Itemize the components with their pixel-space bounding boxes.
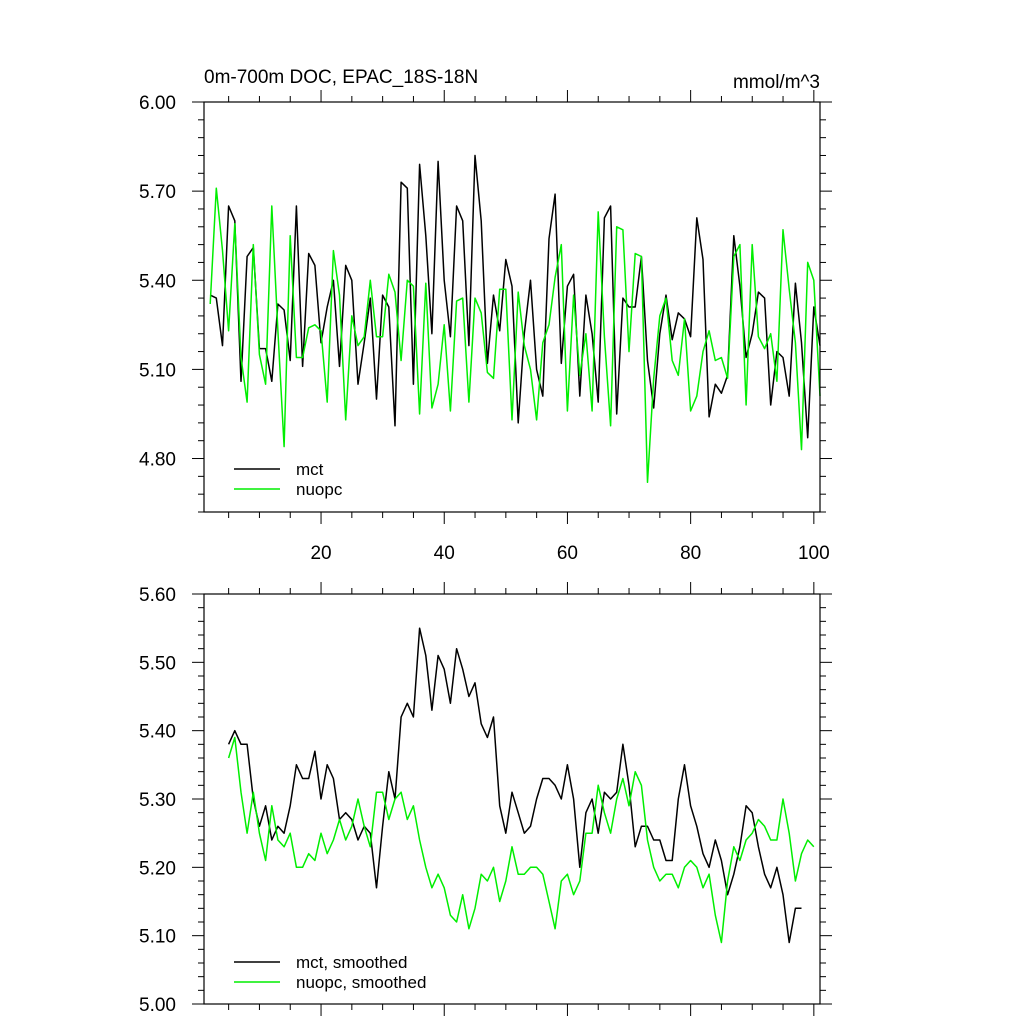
bottom-axis-ticks <box>192 582 832 1016</box>
top-series-line-nuopc <box>209 187 821 484</box>
top-chart-units: mmol/m^3 <box>733 72 820 93</box>
top-x-tick-labels: 20 40 60 80 100 <box>310 543 829 564</box>
bottom-series-line-nuopc-smoothed <box>227 736 815 944</box>
top-x-tick-label: 100 <box>798 543 830 564</box>
bottom-y-tick-label: 5.20 <box>139 858 176 879</box>
bottom-y-tick-label: 5.00 <box>139 995 176 1016</box>
legend-label-nuopc: nuopc <box>296 480 343 499</box>
bottom-y-tick-label: 5.50 <box>139 653 176 674</box>
bottom-y-tick-label: 5.10 <box>139 927 176 948</box>
legend-label-mct: mct <box>296 460 324 479</box>
top-chart-title: 0m-700m DOC, EPAC_18S-18N <box>204 67 478 88</box>
top-y-tick-label: 6.00 <box>139 93 176 114</box>
bottom-y-tick-label: 5.40 <box>139 722 176 743</box>
bottom-plot-frame <box>203 593 821 1005</box>
top-y-tick-labels: 4.80 5.10 5.40 5.70 6.00 <box>139 93 176 471</box>
bottom-panel: 5.00 5.10 5.20 5.30 5.40 5.50 5.60 mct, smooth… <box>139 582 832 1016</box>
legend-label-mct-smoothed: mct, smoothed <box>296 953 408 972</box>
top-y-tick-label: 4.80 <box>139 450 176 471</box>
legend-label-nuopc-smoothed: nuopc, smoothed <box>296 973 426 992</box>
bottom-y-tick-label: 5.30 <box>139 790 176 811</box>
top-panel: 0m-700m DOC, EPAC_18S-18N mmol/m^3 4.80 5… <box>139 67 832 564</box>
top-y-tick-label: 5.10 <box>139 360 176 381</box>
top-legend: mct nuopc <box>234 460 343 499</box>
top-x-tick-label: 80 <box>680 543 701 564</box>
bottom-series-lines <box>227 627 815 944</box>
top-series-lines <box>209 154 821 484</box>
bottom-y-tick-label: 5.60 <box>139 585 176 606</box>
bottom-y-tick-labels: 5.00 5.10 5.20 5.30 5.40 5.50 5.60 <box>139 585 176 1016</box>
top-y-tick-label: 5.70 <box>139 182 176 203</box>
top-series-line-mct <box>209 154 821 439</box>
top-x-tick-label: 60 <box>557 543 578 564</box>
bottom-series-line-mct-smoothed <box>227 627 802 944</box>
top-y-tick-label: 5.40 <box>139 271 176 292</box>
top-axis-ticks <box>192 90 832 524</box>
bottom-legend: mct, smoothed nuopc, smoothed <box>234 953 426 992</box>
top-plot-frame <box>203 101 821 513</box>
top-x-tick-label: 40 <box>434 543 455 564</box>
top-x-tick-label: 20 <box>310 543 331 564</box>
